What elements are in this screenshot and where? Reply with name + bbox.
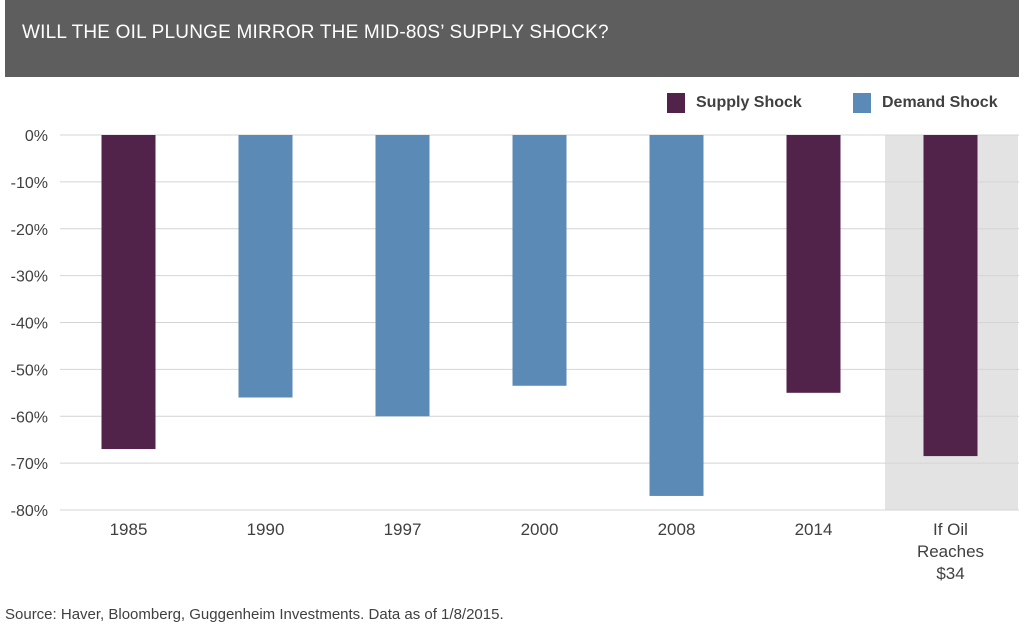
y-tick-label: -50% xyxy=(11,362,48,379)
title-bar: WILL THE OIL PLUNGE MIRROR THE MID-80S’ … xyxy=(5,0,1019,77)
chart-title: WILL THE OIL PLUNGE MIRROR THE MID-80S’ … xyxy=(22,22,609,43)
y-tick-label: -10% xyxy=(11,175,48,192)
x-tick-label: Reaches xyxy=(917,542,984,561)
bar xyxy=(101,135,156,450)
y-tick-label: -70% xyxy=(11,456,48,473)
legend-label-demand: Demand Shock xyxy=(882,94,998,111)
bar xyxy=(238,135,293,398)
x-tick-label: $34 xyxy=(936,564,964,583)
x-tick-label: 2000 xyxy=(521,520,559,539)
y-tick-label: -60% xyxy=(11,409,48,426)
x-tick-label: 1997 xyxy=(384,520,422,539)
y-tick-label: -30% xyxy=(11,269,48,286)
source-note: Source: Haver, Bloomberg, Guggenheim Inv… xyxy=(5,606,504,623)
x-tick-label: 2008 xyxy=(658,520,696,539)
legend-item-supply: Supply Shock xyxy=(667,92,802,114)
legend-swatch-supply xyxy=(667,93,685,113)
bar-chart: 0% -10% -20% -30% -40% -50% -60% -70% -80% 1985 19… xyxy=(11,128,1019,583)
legend-swatch-demand xyxy=(853,93,871,113)
y-tick-label: 0% xyxy=(25,128,48,145)
x-tick-label: 2014 xyxy=(795,520,833,539)
legend-item-demand: Demand Shock xyxy=(853,92,998,114)
x-tick-label: 1985 xyxy=(110,520,148,539)
bar xyxy=(375,135,430,417)
bar xyxy=(923,135,978,457)
x-tick-label: 1990 xyxy=(247,520,285,539)
bar xyxy=(512,135,567,386)
bar xyxy=(649,135,704,496)
y-tick-label: -80% xyxy=(11,503,48,520)
bar xyxy=(786,135,841,393)
y-tick-label: -20% xyxy=(11,222,48,239)
y-tick-label: -40% xyxy=(11,316,48,333)
legend-label-supply: Supply Shock xyxy=(696,94,802,111)
x-tick-label: If Oil xyxy=(933,520,968,539)
